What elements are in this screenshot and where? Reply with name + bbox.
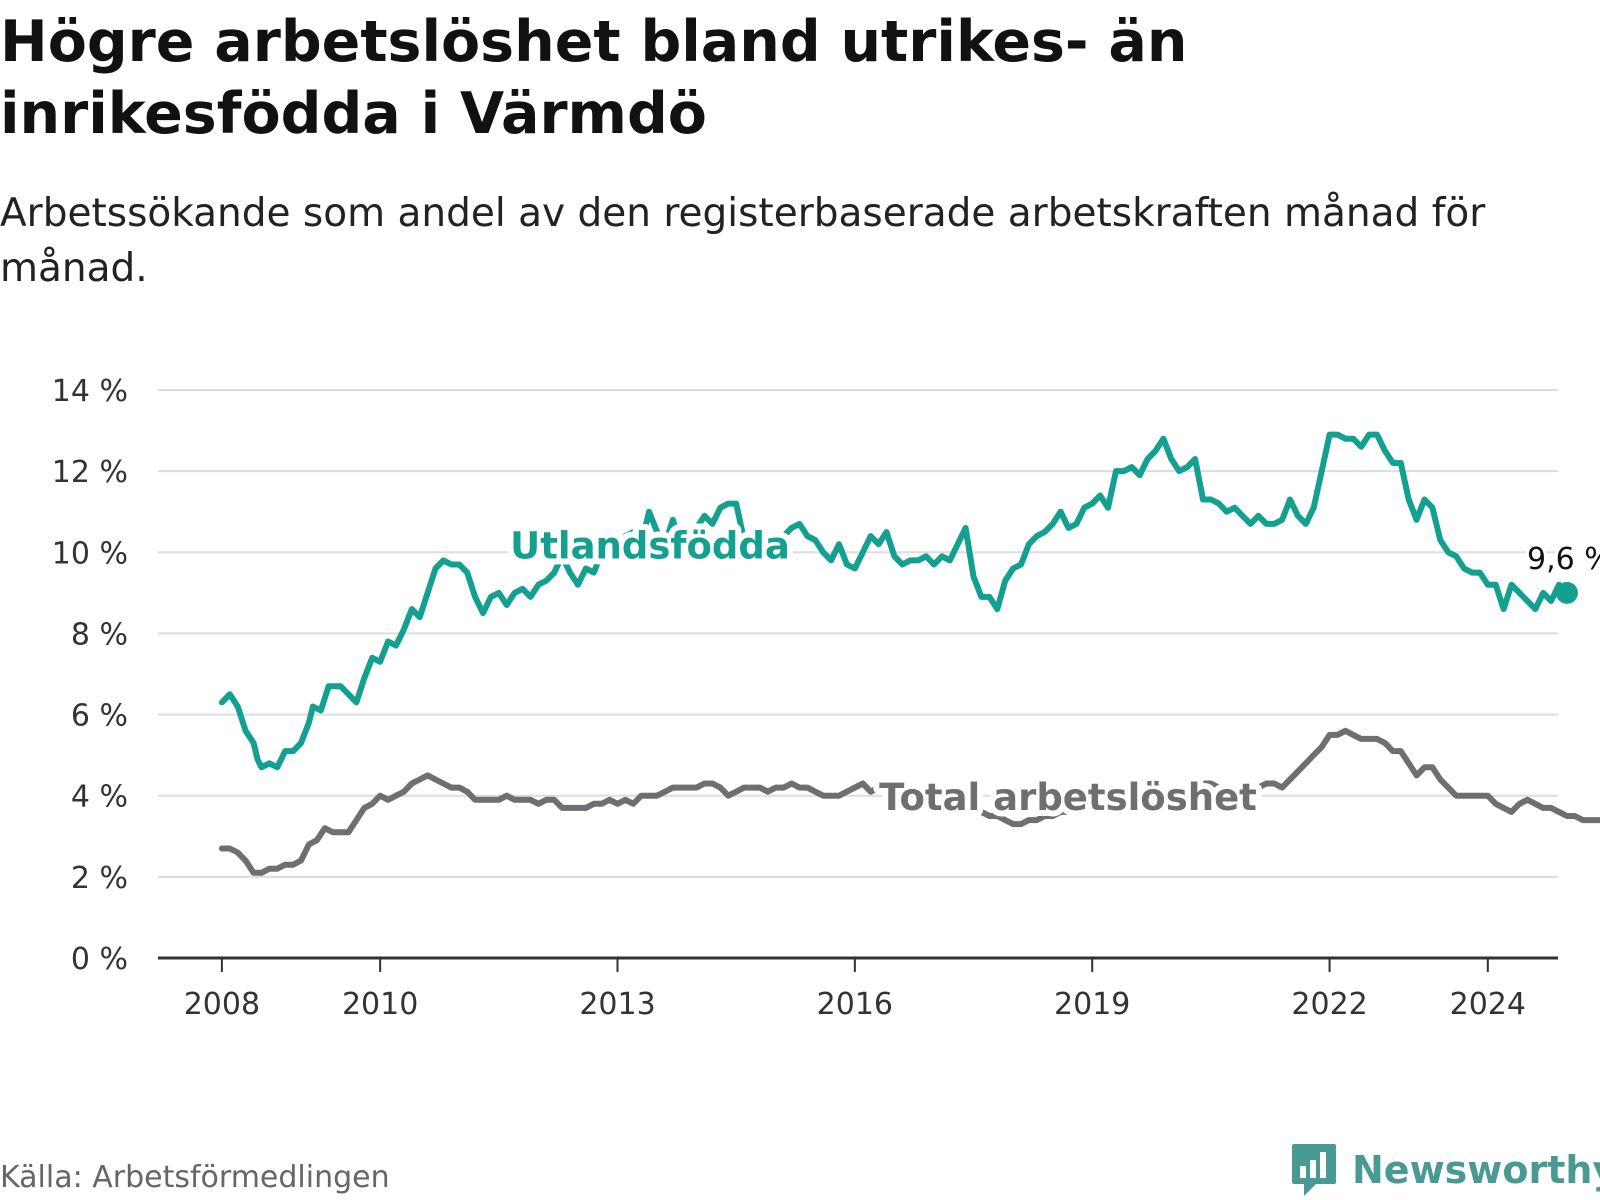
chart-subtitle: Arbetssökande som andel av den registerb… — [0, 191, 1486, 291]
brand-logo: Newsworthy — [1290, 1140, 1600, 1200]
newsworthy-logo-icon — [1292, 1144, 1336, 1196]
y-tick-label: 2 % — [71, 861, 128, 896]
y-tick-label: 8 % — [71, 617, 128, 652]
utlandsfodda-end-point — [1555, 581, 1578, 604]
y-tick-label: 0 % — [71, 942, 128, 977]
x-tick-label: 2019 — [1054, 987, 1130, 1022]
x-tick-label: 2022 — [1291, 987, 1367, 1022]
x-tick-label: 2008 — [184, 987, 260, 1022]
line-chart: 0 % 2 % 4 % 6 % 8 % 10 % 12 % 14 % 2008 2010 2013… — [52, 374, 1600, 1022]
x-tick-label: 2024 — [1450, 987, 1526, 1022]
chart-title: Högre arbetslöshet bland utrikes- än inr… — [0, 9, 1188, 147]
utlandsfodda-line — [218, 431, 1570, 771]
utlandsfodda-series-label: Utlandsfödda — [510, 524, 790, 567]
y-tick-label: 12 % — [52, 455, 128, 490]
x-tick-label: 2013 — [579, 987, 655, 1022]
x-tick-label: 2016 — [817, 987, 893, 1022]
y-tick-label: 14 % — [52, 374, 128, 409]
x-tick-label: 2010 — [342, 987, 418, 1022]
utlandsfodda-end-label: 9,6 % — [1527, 542, 1600, 577]
total-arbetsloshet-line — [218, 727, 1600, 876]
y-tick-label: 6 % — [71, 699, 128, 734]
brand-name: Newsworthy — [1352, 1148, 1600, 1192]
total-series-label: Total arbetslöshet — [879, 776, 1257, 819]
y-tick-label: 4 % — [71, 780, 128, 815]
series-lines — [218, 431, 1600, 876]
source-note: Källa: Arbetsförmedlingen — [0, 1160, 390, 1195]
y-tick-label: 10 % — [52, 536, 128, 571]
x-axis: 2008 2010 2013 2016 2019 2022 2024 — [158, 956, 1558, 1022]
y-axis-labels: 0 % 2 % 4 % 6 % 8 % 10 % 12 % 14 % — [52, 374, 128, 977]
